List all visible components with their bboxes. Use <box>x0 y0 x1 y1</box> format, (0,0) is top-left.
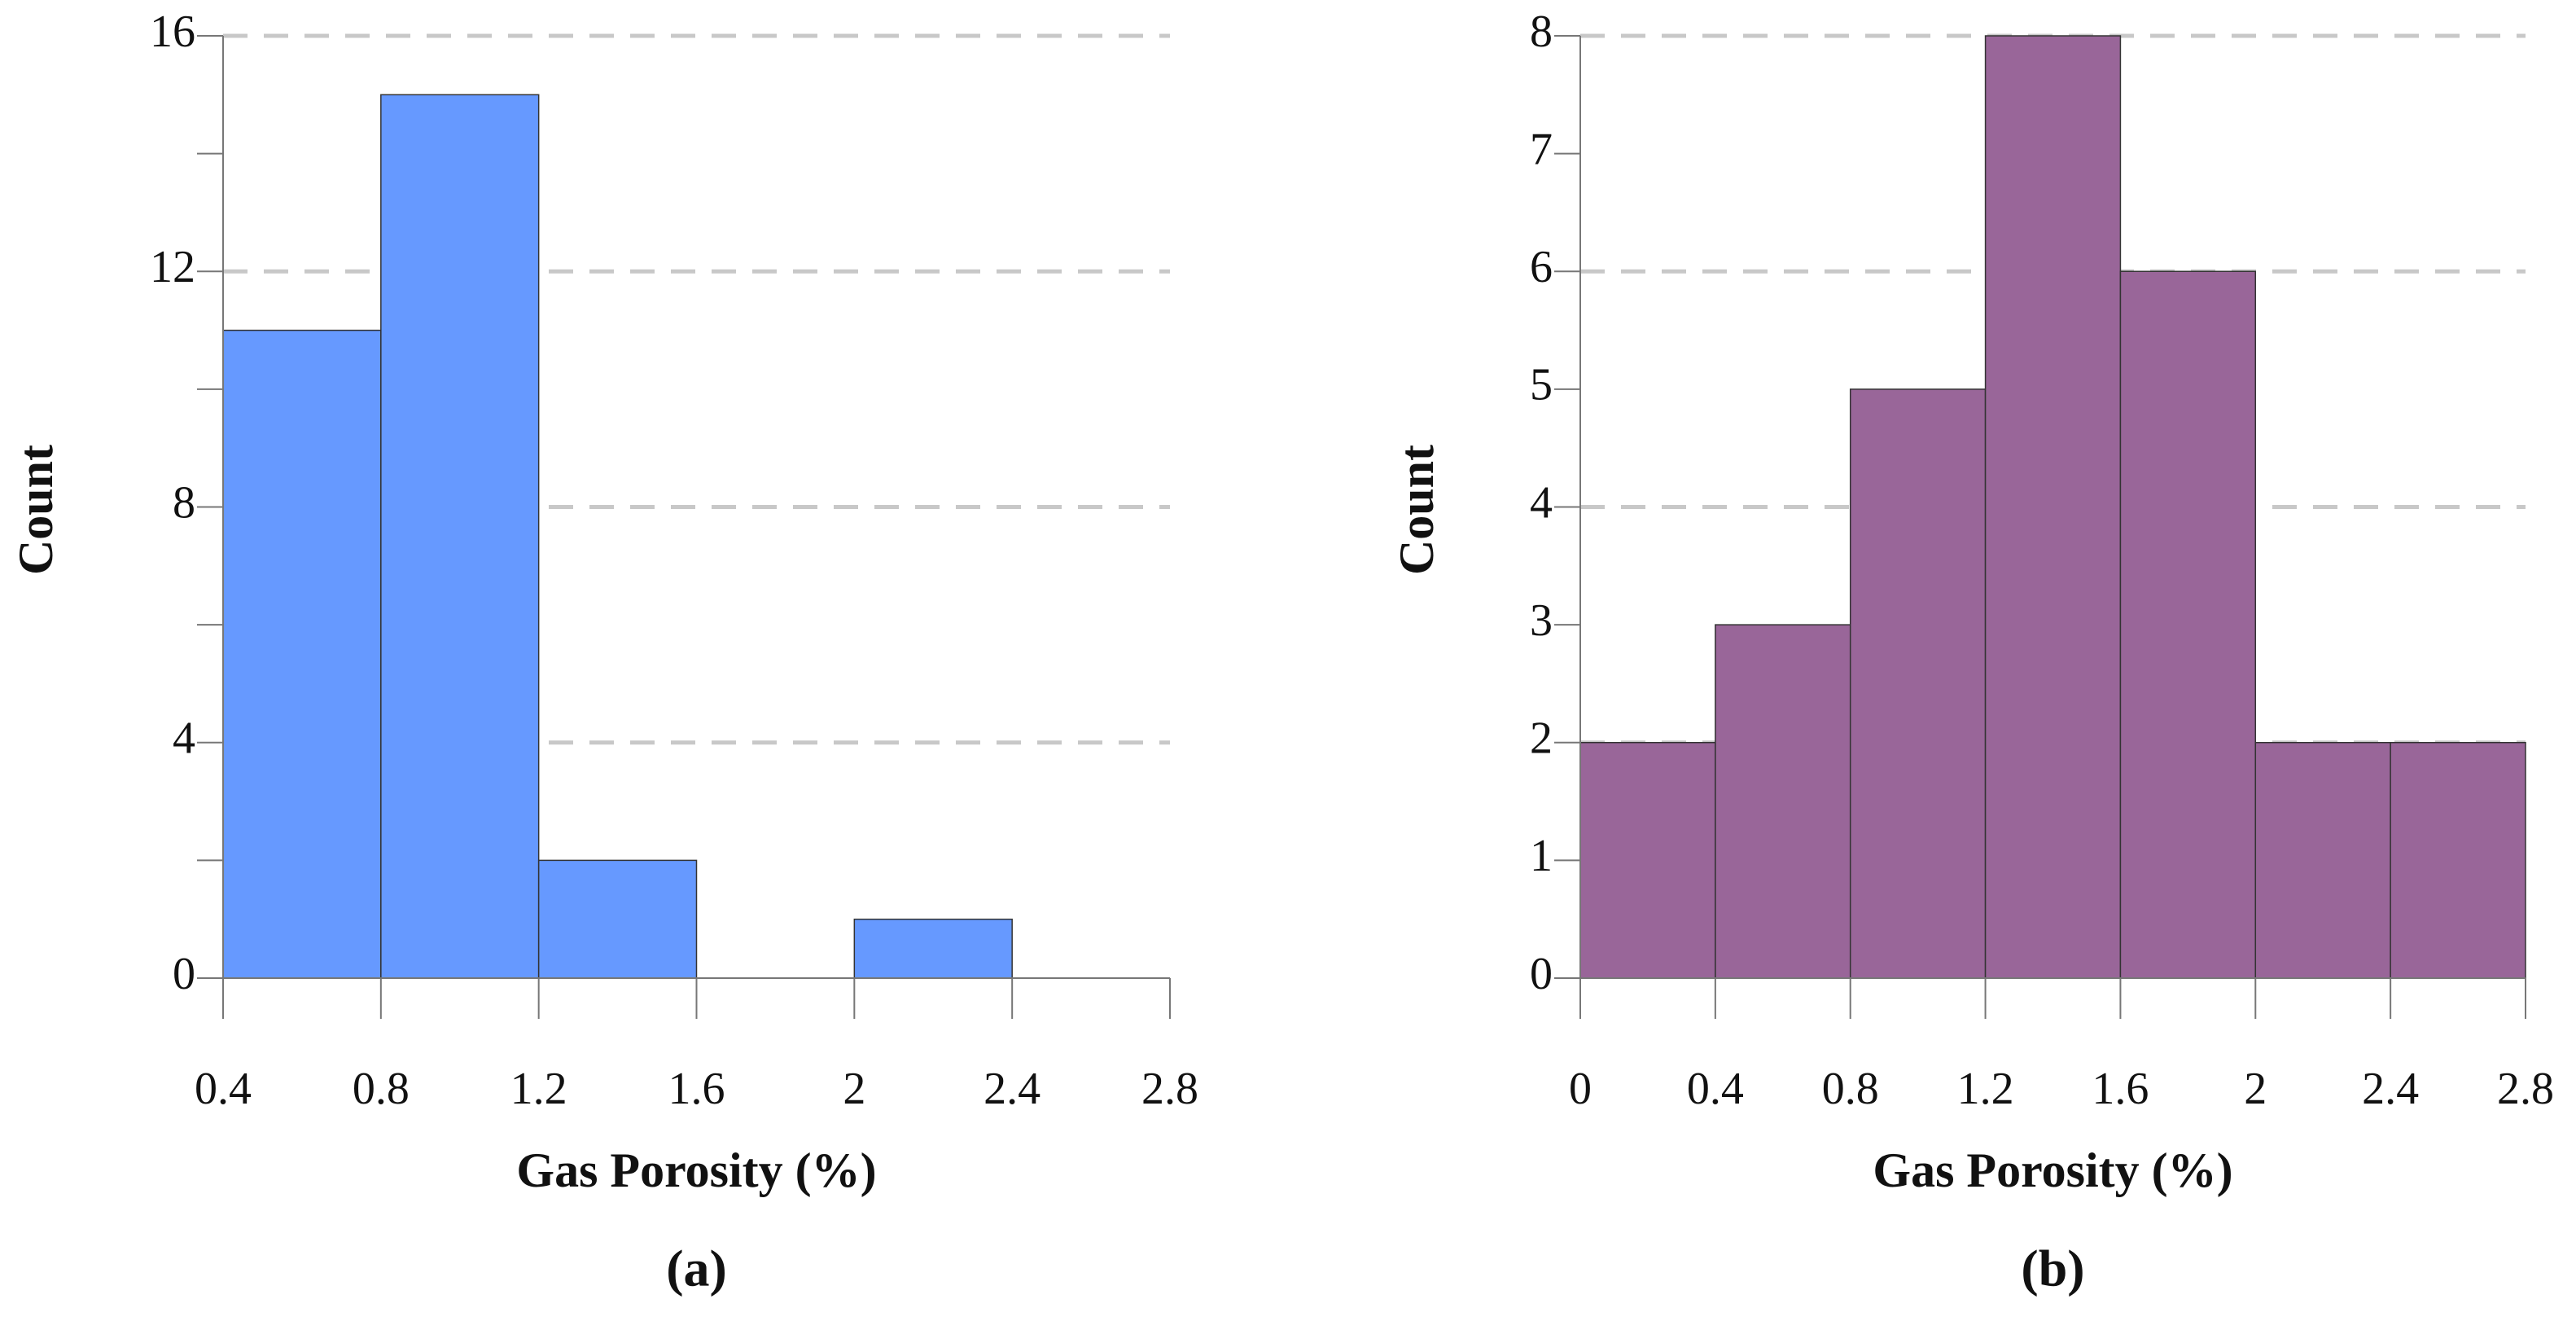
x-axis-label: Gas Porosity (%) <box>1873 1143 2232 1197</box>
bar <box>1579 742 1716 979</box>
x-tick-label: 2 <box>2244 1064 2267 1114</box>
y-tick-label: 4 <box>1530 477 1553 528</box>
y-tick-label: 16 <box>150 7 195 57</box>
y-axis-label: Count <box>9 445 63 575</box>
y-tick-label: 8 <box>1530 7 1553 57</box>
bar <box>1984 35 2122 979</box>
x-tick-label: 1.6 <box>2092 1064 2149 1114</box>
x-tick-label: 1.2 <box>1957 1064 2014 1114</box>
y-axis-label: Count <box>1390 445 1444 575</box>
x-tick-label: 0.8 <box>353 1064 410 1114</box>
bar <box>222 329 382 979</box>
y-tick-label: 0 <box>173 949 195 999</box>
y-tick-label: 0 <box>1530 949 1553 999</box>
bar <box>537 859 698 979</box>
x-axis-label: Gas Porosity (%) <box>516 1143 876 1197</box>
y-tick-label: 1 <box>1530 831 1553 881</box>
x-tick-label: 1.6 <box>668 1064 725 1114</box>
x-tick-label: 2.8 <box>2497 1064 2554 1114</box>
caption: (a) <box>666 1240 727 1297</box>
bar <box>1849 388 1987 979</box>
bar <box>1715 624 1851 979</box>
bar <box>380 94 540 979</box>
y-tick-label: 6 <box>1530 242 1553 292</box>
x-tick-label: 2.4 <box>984 1064 1040 1114</box>
x-tick-label: 0.4 <box>1687 1064 1744 1114</box>
y-tick-label: 3 <box>1530 595 1553 646</box>
bar <box>2119 270 2257 979</box>
x-tick-label: 2.8 <box>1141 1064 1198 1114</box>
x-tick-label: 2.4 <box>2362 1064 2419 1114</box>
y-tick-label: 5 <box>1530 360 1553 410</box>
y-tick-label: 12 <box>150 242 195 292</box>
x-tick-label: 0.4 <box>195 1064 252 1114</box>
bar <box>2390 742 2526 979</box>
y-tick-label: 8 <box>173 477 195 528</box>
y-tick-label: 7 <box>1530 124 1553 174</box>
y-tick-label: 4 <box>173 713 195 764</box>
x-tick-label: 2 <box>843 1064 865 1114</box>
x-tick-label: 0.8 <box>1822 1064 1879 1114</box>
bar <box>853 918 1013 979</box>
x-tick-label: 1.2 <box>510 1064 567 1114</box>
caption: (b) <box>2021 1240 2084 1297</box>
y-tick-label: 2 <box>1530 713 1553 764</box>
bar <box>2254 742 2391 979</box>
x-tick-label: 0 <box>1569 1064 1592 1114</box>
